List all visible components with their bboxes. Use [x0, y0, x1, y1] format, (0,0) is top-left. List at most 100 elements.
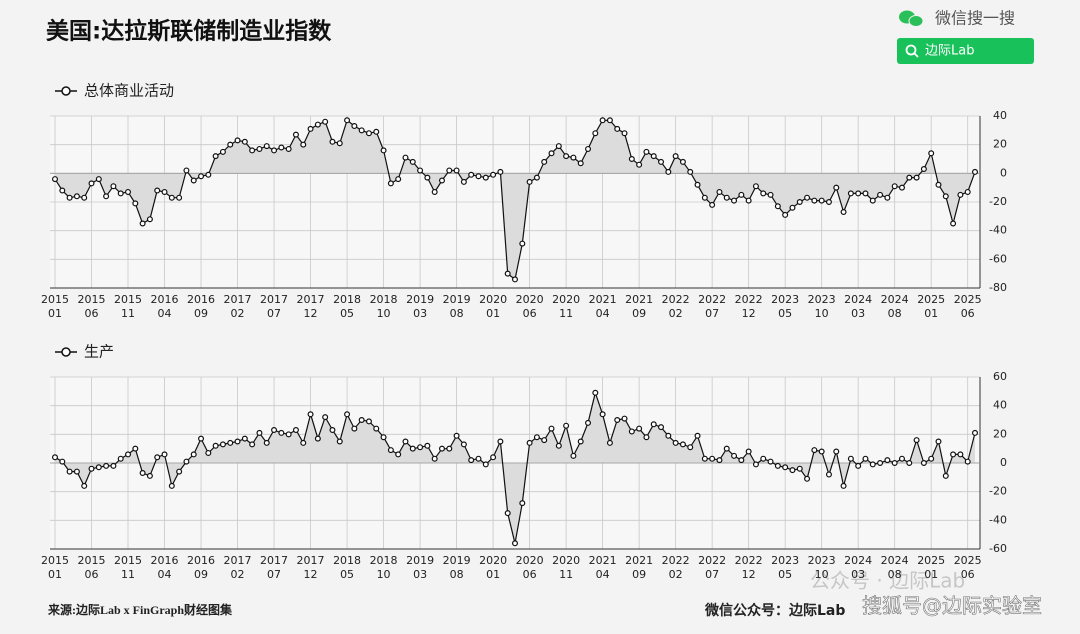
point: [672, 439, 679, 446]
point: [760, 190, 767, 197]
point: [884, 457, 891, 464]
point: [906, 174, 913, 181]
point: [585, 419, 592, 426]
point: [460, 441, 467, 448]
x-tick-label: 2018 05: [333, 554, 361, 581]
point: [789, 204, 796, 211]
point: [431, 455, 438, 462]
point: [723, 445, 730, 452]
point: [935, 438, 942, 445]
point: [738, 457, 745, 464]
point: [358, 417, 365, 424]
x-tick-label: 2017 12: [297, 554, 325, 581]
point: [577, 438, 584, 445]
point: [847, 190, 854, 197]
point: [636, 425, 643, 432]
point: [606, 117, 613, 124]
point: [665, 432, 672, 439]
x-tick-label: 2020 11: [552, 293, 580, 320]
point: [95, 176, 102, 183]
chart: 2015 01 2015 06 2015 11 2016 04 2016 09 2017 02 2017…: [41, 82, 1007, 321]
point: [643, 148, 650, 155]
point: [125, 188, 132, 195]
point: [300, 141, 307, 148]
x-tick-label: 2021 04: [589, 293, 617, 320]
search-button-label[interactable]: 边际Lab: [925, 44, 974, 59]
point: [125, 451, 132, 458]
point: [110, 183, 117, 190]
point: [650, 153, 657, 160]
point: [519, 240, 526, 247]
point: [227, 141, 234, 148]
point: [460, 178, 467, 185]
watermark: 搜狐号@边际实验室: [862, 594, 1042, 618]
x-tick-label: 2024 03: [844, 293, 872, 320]
point: [679, 158, 686, 165]
point: [73, 193, 80, 200]
point: [548, 150, 555, 157]
point: [227, 439, 234, 446]
y-tick-label: -80: [989, 281, 1007, 294]
point: [913, 174, 920, 181]
wechat-logo: [899, 10, 924, 27]
x-tick-label: 2019 03: [406, 293, 434, 320]
point: [533, 174, 540, 181]
point: [212, 153, 219, 160]
point: [146, 472, 153, 479]
y-tick-label: -40: [989, 224, 1007, 237]
point: [249, 147, 256, 154]
point: [636, 161, 643, 168]
point: [88, 465, 95, 472]
point: [219, 441, 226, 448]
point: [402, 438, 409, 445]
point: [745, 197, 752, 204]
point: [307, 125, 314, 132]
point: [913, 437, 920, 444]
area: [55, 392, 975, 544]
point: [877, 191, 884, 198]
y-tick-label: -20: [989, 195, 1007, 208]
point: [672, 153, 679, 160]
point: [658, 424, 665, 431]
point: [891, 183, 898, 190]
x-tick-label: 2018 05: [333, 293, 361, 320]
point: [869, 461, 876, 468]
point: [329, 138, 336, 145]
point: [942, 472, 949, 479]
point: [438, 177, 445, 184]
point: [526, 439, 533, 446]
point: [453, 167, 460, 174]
point: [731, 452, 738, 459]
point: [482, 174, 489, 181]
point: [950, 451, 957, 458]
point: [66, 468, 73, 475]
point: [957, 191, 964, 198]
point: [971, 429, 978, 436]
point: [709, 455, 716, 462]
point: [409, 158, 416, 165]
point: [373, 425, 380, 432]
x-tick-label: 2017 07: [260, 554, 288, 581]
point: [219, 148, 226, 155]
point: [942, 193, 949, 200]
point: [438, 445, 445, 452]
point: [417, 167, 424, 174]
point: [446, 167, 453, 174]
x-tick-label: 2023 10: [808, 293, 836, 320]
x-tick-label: 2021 04: [589, 554, 617, 581]
point: [190, 177, 197, 184]
point: [796, 465, 803, 472]
point: [614, 125, 621, 132]
point: [555, 143, 562, 150]
point: [322, 118, 329, 125]
point: [387, 447, 394, 454]
point: [511, 540, 518, 547]
x-tick-label: 2020 06: [516, 293, 544, 320]
legend-marker: [61, 86, 71, 96]
search-button[interactable]: 边际Lab: [897, 38, 1034, 64]
point: [665, 168, 672, 175]
x-tick-label: 2022 12: [735, 554, 763, 581]
point: [395, 451, 402, 458]
point: [234, 137, 241, 144]
point: [825, 471, 832, 478]
